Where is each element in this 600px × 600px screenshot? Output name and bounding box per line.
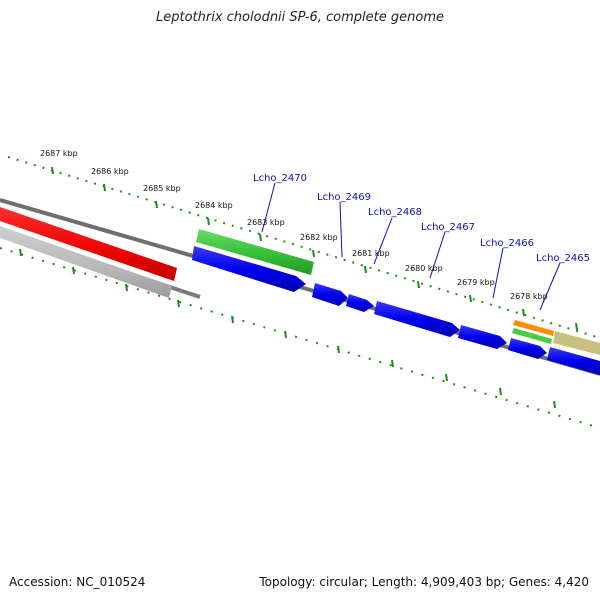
scale-label: 2683 kbp	[247, 218, 285, 227]
major-tick	[284, 330, 287, 339]
scale-labels: 2687 kbp 2686 kbp 2685 kbp 2684 kbp 2683…	[40, 149, 548, 301]
major-tick	[259, 233, 262, 242]
cds-arrow-lcho-2467[interactable]	[374, 301, 460, 337]
gene-label-lcho-2467[interactable]: Lcho_2467	[421, 222, 475, 233]
scale-label: 2679 kbp	[457, 278, 495, 287]
inner-tick-track	[0, 247, 600, 429]
cds-arrow-next[interactable]	[547, 347, 600, 375]
major-tick	[337, 345, 340, 354]
scale-label: 2680 kbp	[405, 264, 443, 273]
green-small-feature[interactable]	[512, 328, 552, 344]
major-tick	[522, 308, 525, 317]
cds-arrow-lcho-2468[interactable]	[346, 294, 374, 312]
major-tick	[231, 315, 234, 324]
genome-summary-text: Topology: circular; Length: 4,909,403 bp…	[259, 575, 589, 589]
cds-arrow-lcho-2469[interactable]	[312, 283, 348, 306]
orange-feature[interactable]	[513, 320, 554, 336]
gene-label-leaders	[261, 182, 561, 311]
scale-label: 2681 kbp	[352, 249, 390, 258]
page-title: Leptothrix cholodnii SP-6, complete geno…	[156, 10, 444, 25]
major-tick	[103, 183, 106, 192]
major-tick	[177, 299, 180, 308]
gene-labels: Lcho_2470 Lcho_2469 Lcho_2468 Lcho_2467 …	[253, 173, 590, 264]
cds-arrow-lcho-2465[interactable]	[508, 338, 547, 359]
gene-label-lcho-2468[interactable]: Lcho_2468	[368, 207, 422, 218]
gene-label-lcho-2466[interactable]: Lcho_2466	[480, 238, 534, 249]
scale-label: 2684 kbp	[195, 201, 233, 210]
major-tick	[575, 322, 578, 331]
cds-arrow-lcho-2470[interactable]	[192, 246, 306, 292]
accession-text: Accession: NC_010524	[9, 575, 146, 589]
major-tick	[72, 266, 75, 275]
major-tick	[19, 248, 22, 257]
scale-label: 2685 kbp	[143, 184, 181, 193]
gene-label-lcho-2469[interactable]: Lcho_2469	[317, 192, 371, 203]
major-tick	[445, 373, 448, 382]
major-tick	[553, 400, 556, 409]
green-feature[interactable]	[196, 229, 314, 275]
scale-label: 2686 kbp	[91, 167, 129, 176]
major-tick	[125, 283, 128, 292]
scale-label: 2682 kbp	[300, 233, 338, 242]
red-feature[interactable]	[0, 207, 177, 281]
gene-label-lcho-2470[interactable]: Lcho_2470	[253, 173, 307, 184]
cds-arrow-lcho-2466[interactable]	[458, 325, 507, 349]
olive-feature[interactable]	[553, 331, 600, 355]
major-tick	[207, 217, 210, 226]
major-tick	[499, 387, 502, 396]
scale-label: 2678 kbp	[510, 292, 548, 301]
major-tick	[51, 166, 54, 175]
tick-marks	[19, 166, 578, 409]
major-tick	[155, 200, 158, 209]
major-tick	[469, 294, 472, 303]
grey-feature[interactable]	[0, 226, 172, 298]
gene-label-lcho-2465[interactable]: Lcho_2465	[536, 253, 590, 264]
major-tick	[312, 249, 315, 258]
major-tick	[364, 265, 367, 274]
major-tick	[417, 280, 420, 289]
scale-label: 2687 kbp	[40, 149, 78, 158]
major-tick	[391, 359, 394, 368]
